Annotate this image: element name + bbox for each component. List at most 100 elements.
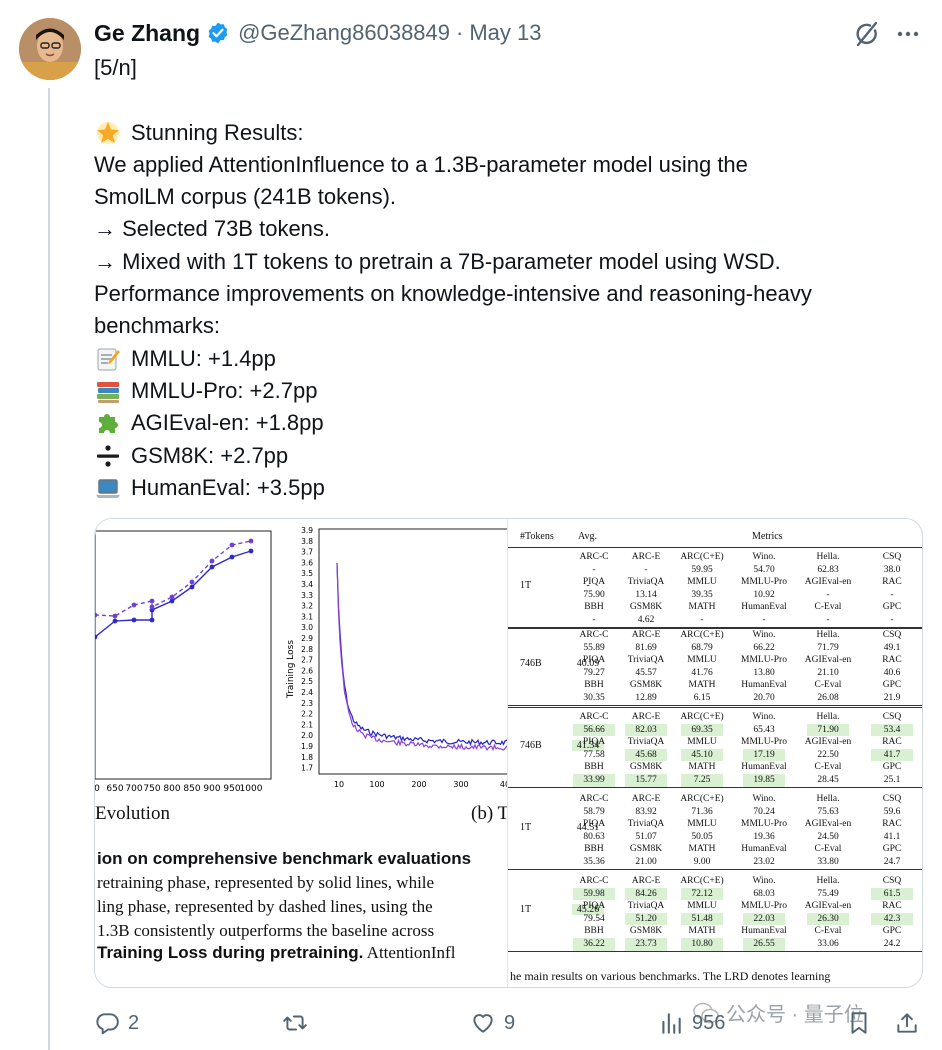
table-metric-value: 68.79: [691, 642, 713, 653]
retweet-button[interactable]: [282, 1006, 316, 1040]
y-tick-label: 2.5: [301, 677, 313, 686]
table-metric-name: ARC-E: [631, 630, 661, 640]
table-metric-name: RAC: [882, 577, 902, 588]
y-tick-label: 2.6: [301, 666, 313, 675]
y-tick-label: 3.5: [301, 569, 313, 578]
table-metric-value: 10.92: [753, 589, 775, 600]
table-metric-name: GSM8K: [629, 844, 663, 855]
table-metric-value: 45.68: [625, 748, 667, 762]
table-metric-value: 51.48: [681, 912, 723, 926]
x-tick-label: 700: [125, 784, 142, 794]
author-handle[interactable]: @GeZhang86038849: [238, 20, 451, 45]
y-tick-label: 2.4: [301, 688, 313, 697]
dashed-series-point: [149, 598, 155, 604]
table-metric-name: Hella.: [816, 712, 840, 722]
y-tick-label: 3.3: [301, 591, 313, 600]
text-line: benchmarks:: [94, 313, 220, 339]
caption-b: (b) T: [471, 803, 510, 824]
table-metric-name: RAC: [882, 655, 902, 666]
table-metric-value: 66.22: [753, 642, 775, 653]
table-metric-name: TriviaQA: [627, 819, 665, 830]
books-icon: [97, 382, 119, 404]
table-metric-name: GSM8K: [629, 762, 663, 773]
dashed-series-point: [131, 602, 137, 608]
avatar[interactable]: [19, 18, 81, 80]
table-metric-name: ARC-E: [631, 794, 661, 804]
text-line: → Mixed with 1T tokens to pretrain a 7B-…: [94, 248, 781, 274]
table-metric-value: 13.14: [635, 589, 657, 600]
table-metric-name: RAC: [882, 901, 902, 912]
reply-count: 2: [128, 1011, 140, 1034]
share-button[interactable]: [894, 1006, 920, 1040]
dashed-series-point: [229, 542, 235, 548]
text-line: [5/n]: [94, 55, 137, 80]
grok-icon[interactable]: [852, 20, 880, 48]
x-tick-label: 650: [106, 784, 123, 794]
table-metric-value: 55.89: [583, 642, 605, 653]
table-metric-value: 19.36: [753, 831, 775, 842]
table-metric-value: 40.6: [883, 667, 901, 678]
author-name[interactable]: Ge Zhang: [94, 19, 201, 46]
table-rule: [508, 627, 922, 629]
table-metric-name: TriviaQA: [627, 655, 665, 666]
table-tokens-cell: 746B: [520, 658, 542, 669]
text-line: SmolLM corpus (241B tokens).: [94, 184, 397, 210]
tweet-date[interactable]: May 13: [469, 20, 542, 45]
table-metric-value: 82.03: [625, 723, 667, 737]
solid-series-point: [209, 564, 215, 570]
table-metric-name: HumanEval: [741, 844, 787, 855]
text-line: Stunning Results:: [131, 119, 304, 145]
table-metric-value: 75.49: [817, 888, 839, 899]
table-metric-value: 9.00: [693, 857, 711, 867]
table-metric-name: PIQA: [582, 819, 606, 830]
table-rule: [508, 707, 922, 708]
table-metric-value: 56.66: [573, 723, 615, 737]
y-tick-label: 2.0: [301, 731, 313, 740]
views-button[interactable]: 956: [658, 1006, 725, 1040]
x-tick-label: 200: [411, 780, 426, 789]
table-metric-value: -: [890, 615, 894, 625]
table-metric-name: C-Eval: [814, 844, 842, 855]
table-metric-value: 72.12: [681, 887, 723, 901]
table-metric-value: 33.99: [573, 774, 615, 787]
table-metric-value: -: [700, 615, 704, 625]
bookmark-button[interactable]: [846, 1006, 872, 1040]
x-tick-label: 10: [334, 780, 344, 789]
y-tick-label: 2.2: [301, 710, 313, 719]
like-button[interactable]: 9: [470, 1006, 515, 1040]
table-metric-name: BBH: [584, 844, 604, 855]
text-line: → Selected 73B tokens.: [94, 216, 331, 242]
y-tick-label: 3.0: [301, 623, 313, 632]
y-tick-label: 2.9: [301, 634, 313, 643]
table-metric-name: GSM8K: [629, 680, 663, 691]
table-metric-name: C-Eval: [814, 602, 842, 613]
table-metric-value: 51.07: [635, 831, 657, 842]
table-metric-name: CSQ: [882, 552, 902, 562]
table-metric-value: 10.80: [681, 938, 723, 951]
table-metric-name: ARC-C: [579, 630, 609, 640]
figure-bold-caption: ion on comprehensive benchmark evaluatio…: [97, 849, 472, 868]
table-metric-name: HumanEval: [741, 680, 787, 691]
header-separator: ·: [456, 20, 464, 45]
loss-series-purple: [336, 562, 512, 752]
table-avg-cell: 41.34: [572, 740, 604, 751]
more-options-icon[interactable]: [896, 24, 920, 44]
memo-icon: [97, 348, 120, 371]
table-metric-name: GPC: [882, 680, 902, 691]
table-metric-value: 24.50: [817, 831, 839, 842]
reply-button[interactable]: 2: [94, 1006, 139, 1040]
table-metric-value: 45.10: [681, 748, 723, 762]
table-metric-name: MMLU-Pro: [741, 737, 787, 748]
table-metric-name: HumanEval: [741, 762, 787, 773]
table-metric-value: 53.4: [871, 723, 913, 737]
table-metric-name: MMLU-Pro: [741, 819, 787, 830]
table-metric-name: ARC-E: [631, 712, 661, 722]
table-tokens-cell: 1T: [520, 904, 532, 915]
table-metric-value: 84.26: [625, 887, 667, 901]
table-metric-value: 6.15: [693, 693, 711, 703]
table-metric-name: MMLU: [687, 655, 717, 666]
solid-series-point: [248, 548, 254, 554]
heart-icon: [473, 1014, 493, 1033]
